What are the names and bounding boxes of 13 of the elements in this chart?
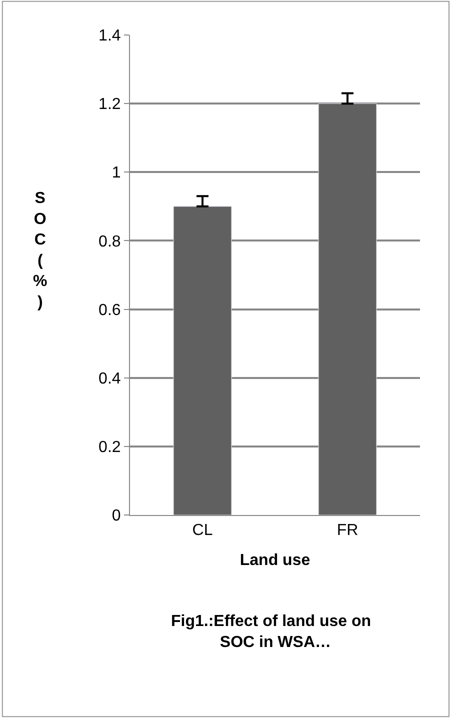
- y-tick-label: 1.4: [98, 28, 121, 45]
- caption: Fig1.:Effect of land use on SOC in WSA…: [171, 613, 380, 651]
- y-axis-title: SOC (%): [33, 190, 48, 311]
- y-tick-label: 0.4: [98, 370, 121, 388]
- y-tick-label: 0.8: [98, 233, 121, 250]
- y-tick-label: 0.6: [98, 302, 121, 319]
- x-axis-title: Land use: [240, 552, 310, 569]
- x-tick-label: FR: [336, 522, 358, 540]
- y-tick-label: 1.2: [98, 96, 121, 114]
- y-tick-label: 1: [112, 164, 121, 182]
- y-tick-label: 0.2: [98, 439, 121, 456]
- y-tick-label: 0: [112, 508, 121, 525]
- x-tick-label: CL: [192, 522, 213, 540]
